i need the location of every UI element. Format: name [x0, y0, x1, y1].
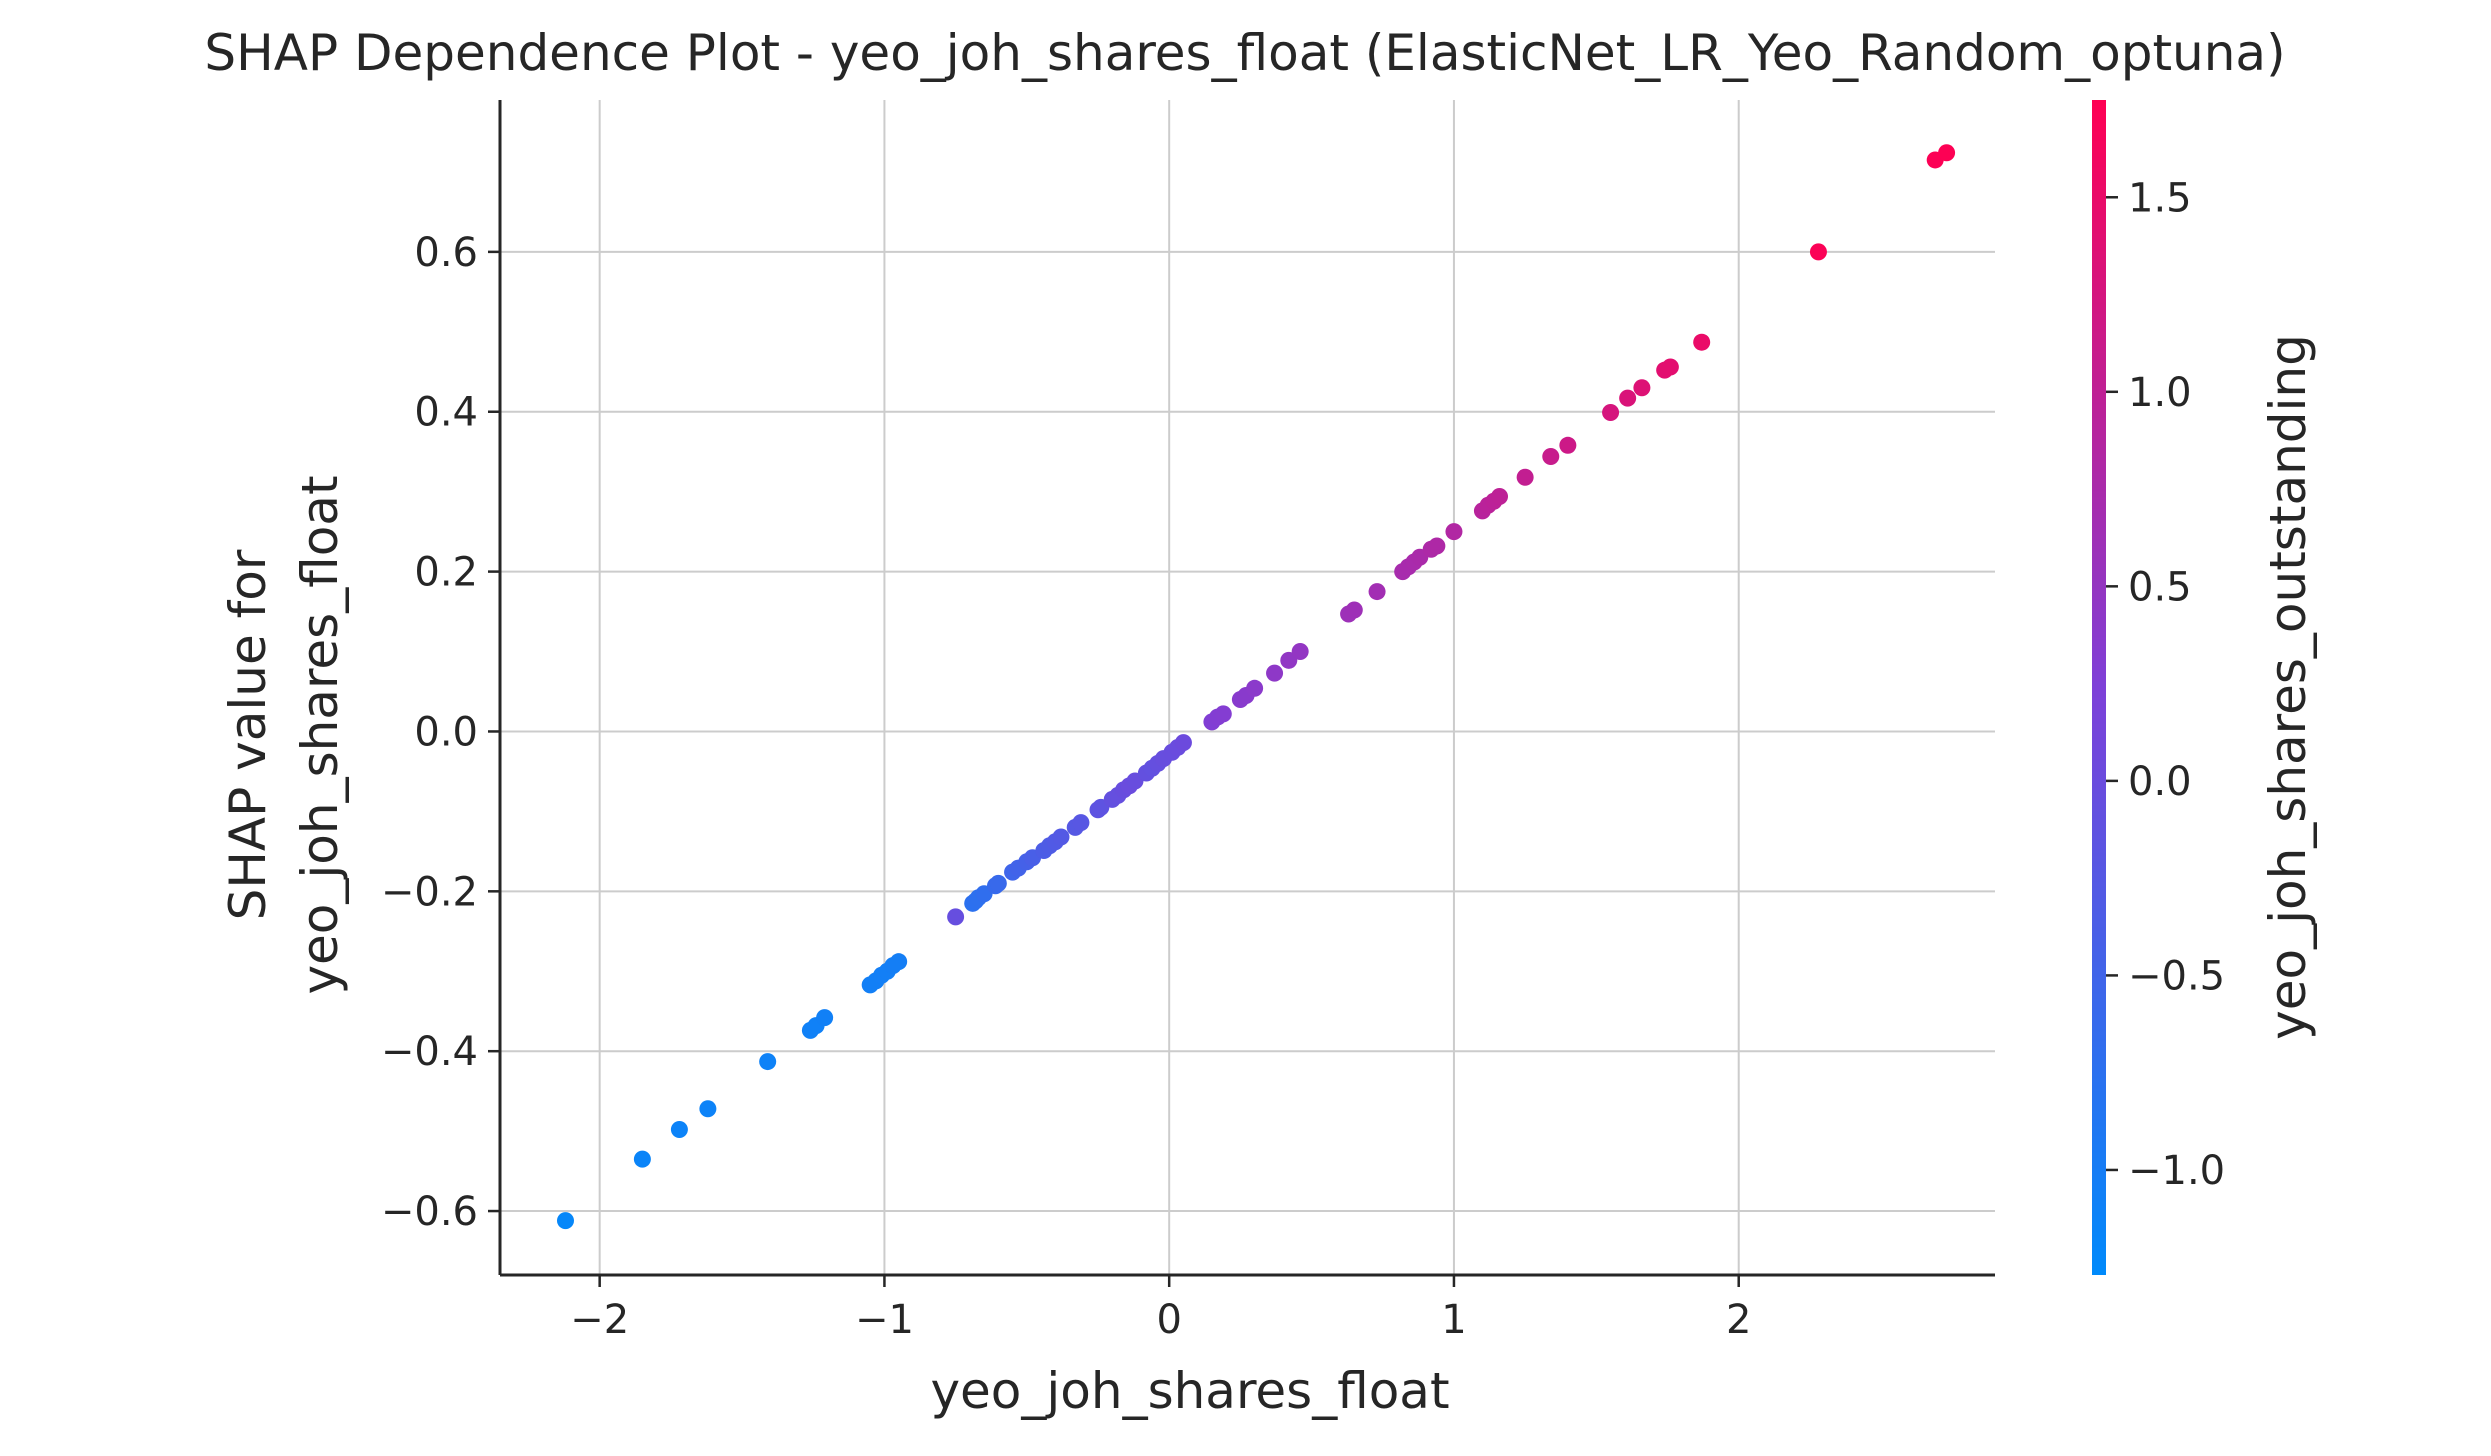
x-tick-label: −2	[570, 1297, 629, 1343]
scatter-point	[1602, 404, 1620, 422]
scatter-point	[556, 1212, 574, 1230]
scatter-point	[1938, 144, 1956, 162]
y-axis-label-line1: SHAP value for	[219, 549, 277, 920]
y-axis-ticks: −0.6 −0.4 −0.2 0.0 0.2 0.4 0.6	[381, 230, 500, 1235]
colorbar-tick-label: 1.0	[2128, 370, 2192, 416]
scatter-point	[699, 1100, 717, 1118]
scatter-point	[759, 1053, 777, 1071]
y-tick-label: 0.6	[414, 230, 478, 276]
grid-lines	[500, 100, 1995, 1275]
colorbar-tick-label: 1.5	[2128, 175, 2192, 221]
colorbar-label: yeo_joh_shares_outstanding	[2259, 334, 2317, 1040]
scatter-point	[633, 1150, 651, 1168]
y-axis-label-line2: yeo_joh_shares_float	[291, 475, 349, 994]
colorbar-ticks: −1.0 −0.5 0.0 0.5 1.0 1.5	[2106, 175, 2225, 1194]
scatter-point	[1516, 468, 1534, 486]
y-tick-label: 0.4	[414, 390, 478, 436]
scatter-point	[1809, 243, 1827, 261]
scatter-point	[1246, 679, 1264, 697]
y-tick-label: −0.2	[381, 869, 478, 915]
colorbar-tick-label: 0.5	[2128, 564, 2192, 610]
colorbar	[2092, 100, 2106, 1275]
scatter-point	[1661, 358, 1679, 376]
x-tick-label: 2	[1726, 1297, 1751, 1343]
y-tick-label: 0.0	[414, 709, 478, 755]
scatter-point	[670, 1121, 688, 1139]
colorbar-tick-label: −0.5	[2128, 953, 2225, 999]
y-axis-label: SHAP value for yeo_joh_shares_float	[219, 475, 349, 994]
scatter-point	[1345, 601, 1363, 619]
x-tick-label: 1	[1441, 1297, 1466, 1343]
scatter-point	[816, 1009, 834, 1027]
scatter-point	[1291, 643, 1309, 661]
scatter-point	[1491, 487, 1509, 505]
scatter-point	[1633, 379, 1651, 397]
scatter-point	[1266, 664, 1284, 682]
scatter-points	[556, 144, 1956, 1230]
scatter-point	[1559, 436, 1577, 454]
scatter-point	[989, 874, 1007, 892]
scatter-point	[1619, 389, 1637, 407]
chart-title: SHAP Dependence Plot - yeo_joh_shares_fl…	[204, 24, 2285, 82]
x-tick-label: 0	[1156, 1297, 1181, 1343]
scatter-point	[1542, 447, 1560, 465]
colorbar-tick-label: −1.0	[2128, 1148, 2225, 1194]
y-tick-label: 0.2	[414, 550, 478, 596]
scatter-point	[1368, 583, 1386, 601]
x-axis-label: yeo_joh_shares_float	[930, 1362, 1449, 1420]
x-axis-ticks: −2 −1 0 1 2	[570, 1275, 1751, 1343]
scatter-point	[1693, 333, 1711, 351]
scatter-point	[1428, 537, 1446, 555]
scatter-point	[890, 953, 908, 971]
scatter-point	[1052, 828, 1070, 846]
scatter-point	[1214, 705, 1232, 723]
x-tick-label: −1	[855, 1297, 914, 1343]
colorbar-tick-label: 0.0	[2128, 759, 2192, 805]
scatter-point	[1174, 734, 1192, 752]
y-tick-label: −0.6	[381, 1189, 478, 1235]
scatter-point	[1445, 523, 1463, 541]
scatter-point	[1072, 814, 1090, 832]
y-tick-label: −0.4	[381, 1029, 478, 1075]
scatter-point	[947, 908, 965, 926]
